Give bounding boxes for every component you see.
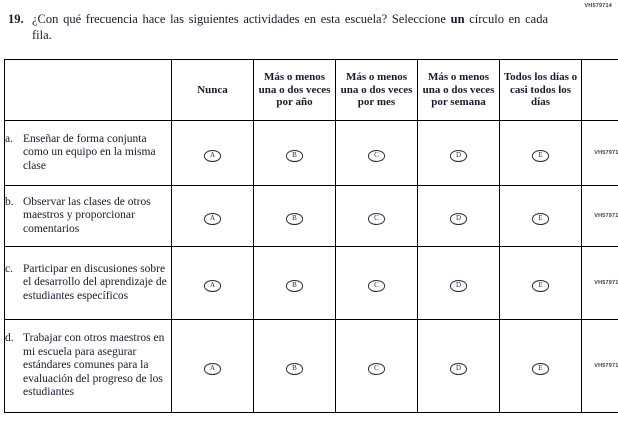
- question-text-part2: círculo en cada fila.: [32, 12, 548, 42]
- table-row: a. Enseñar de forma conjunta como un equ…: [4, 120, 618, 186]
- bubble-c-month[interactable]: C: [335, 246, 418, 320]
- radio-bubble-icon[interactable]: A: [204, 363, 221, 375]
- row-letter: d.: [5, 332, 14, 345]
- bubble-a-year[interactable]: B: [253, 120, 336, 186]
- bubble-b-month[interactable]: C: [335, 185, 418, 247]
- bubble-d-week[interactable]: D: [417, 319, 500, 413]
- radio-bubble-icon[interactable]: B: [286, 363, 303, 375]
- radio-bubble-icon[interactable]: D: [450, 363, 467, 375]
- bubble-b-daily[interactable]: E: [499, 185, 582, 247]
- radio-bubble-icon[interactable]: A: [204, 280, 221, 292]
- bubble-d-month[interactable]: C: [335, 319, 418, 413]
- header-option-once-twice-year: Más o menos una o dos veces por año: [253, 59, 336, 121]
- bubble-b-week[interactable]: D: [417, 185, 500, 247]
- bubble-d-daily[interactable]: E: [499, 319, 582, 413]
- header-option-every-day: Todos los días o casi todos los días: [499, 59, 582, 121]
- bubble-c-never[interactable]: A: [171, 246, 254, 320]
- radio-bubble-icon[interactable]: C: [368, 363, 385, 375]
- row-label: Enseñar de forma conjunta como un equipo…: [23, 132, 156, 172]
- radio-bubble-icon[interactable]: E: [532, 213, 549, 225]
- row-code-d: VH579717: [581, 319, 618, 413]
- radio-bubble-icon[interactable]: B: [286, 280, 303, 292]
- row-stem-c: c. Participar en discusiones sobre el de…: [4, 246, 172, 320]
- header-row: Nunca Más o menos una o dos veces por añ…: [4, 59, 618, 121]
- table-row: d. Trabajar con otros maestros en mi esc…: [4, 319, 618, 413]
- row-stem-d: d. Trabajar con otros maestros en mi esc…: [4, 319, 172, 413]
- bubble-c-daily[interactable]: E: [499, 246, 582, 320]
- bubble-b-never[interactable]: A: [171, 185, 254, 247]
- header-stem: [4, 59, 172, 121]
- header-code: [581, 59, 618, 121]
- question-text-emphasis: un: [450, 12, 465, 26]
- row-label: Trabajar con otros maestros en mi escuel…: [23, 332, 165, 399]
- radio-bubble-icon[interactable]: E: [532, 363, 549, 375]
- radio-bubble-icon[interactable]: D: [450, 213, 467, 225]
- bubble-a-never[interactable]: A: [171, 120, 254, 186]
- row-code-a: VH579715: [581, 120, 618, 186]
- row-letter: b.: [5, 195, 14, 208]
- radio-bubble-icon[interactable]: A: [204, 213, 221, 225]
- radio-bubble-icon[interactable]: B: [286, 150, 303, 162]
- bubble-a-month[interactable]: C: [335, 120, 418, 186]
- bubble-d-never[interactable]: A: [171, 319, 254, 413]
- bubble-c-year[interactable]: B: [253, 246, 336, 320]
- grid-header: Nunca Más o menos una o dos veces por añ…: [4, 59, 618, 121]
- row-label: Observar las clases de otros maestros y …: [23, 195, 151, 235]
- bubble-a-daily[interactable]: E: [499, 120, 582, 186]
- radio-bubble-icon[interactable]: E: [532, 280, 549, 292]
- question-number: 19.: [8, 12, 24, 26]
- radio-bubble-icon[interactable]: E: [532, 150, 549, 162]
- header-option-once-twice-week: Más o menos una o dos veces por semana: [417, 59, 500, 121]
- radio-bubble-icon[interactable]: C: [368, 280, 385, 292]
- header-option-never: Nunca: [171, 59, 254, 121]
- row-stem-b: b. Observar las clases de otros maestros…: [4, 185, 172, 247]
- radio-bubble-icon[interactable]: A: [204, 150, 221, 162]
- row-stem-a: a. Enseñar de forma conjunta como un equ…: [4, 120, 172, 186]
- grid-body: a. Enseñar de forma conjunta como un equ…: [4, 120, 618, 413]
- question-text: ¿Con qué frecuencia hace las siguientes …: [32, 12, 548, 43]
- question-block: 19. ¿Con qué frecuencia hace las siguien…: [8, 12, 568, 43]
- bubble-a-week[interactable]: D: [417, 120, 500, 186]
- page-variable-code: VH579714: [584, 3, 612, 9]
- row-code-b: VH579716: [581, 185, 618, 247]
- row-code-c: VH579719: [581, 246, 618, 320]
- response-grid: Nunca Más o menos una o dos veces por añ…: [4, 59, 618, 413]
- table-row: b. Observar las clases de otros maestros…: [4, 185, 618, 247]
- bubble-c-week[interactable]: D: [417, 246, 500, 320]
- radio-bubble-icon[interactable]: D: [450, 150, 467, 162]
- bubble-d-year[interactable]: B: [253, 319, 336, 413]
- question-text-part1: ¿Con qué frecuencia hace las siguientes …: [32, 12, 451, 26]
- header-option-once-twice-month: Más o menos una o dos veces por mes: [335, 59, 418, 121]
- radio-bubble-icon[interactable]: C: [368, 213, 385, 225]
- table-row: c. Participar en discusiones sobre el de…: [4, 246, 618, 320]
- row-letter: c.: [5, 262, 13, 275]
- bubble-b-year[interactable]: B: [253, 185, 336, 247]
- radio-bubble-icon[interactable]: C: [368, 150, 385, 162]
- row-letter: a.: [5, 132, 13, 145]
- row-label: Participar en discusiones sobre el desar…: [23, 262, 167, 302]
- radio-bubble-icon[interactable]: D: [450, 280, 467, 292]
- radio-bubble-icon[interactable]: B: [286, 213, 303, 225]
